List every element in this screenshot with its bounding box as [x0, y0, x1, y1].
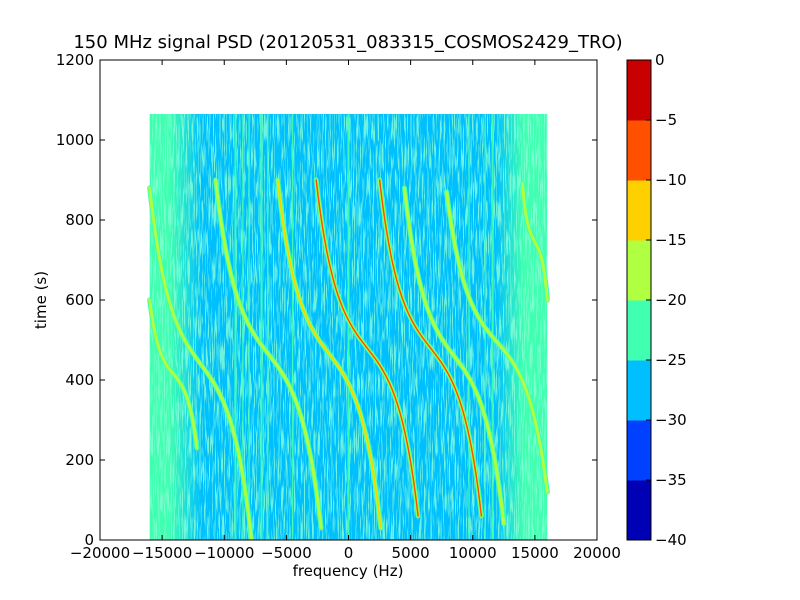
- x-tick-label: −10000: [194, 544, 254, 562]
- y-tick-label: 1000: [56, 131, 94, 149]
- y-tick-label: 800: [65, 211, 94, 229]
- colorbar-band: [627, 120, 651, 181]
- y-axis-ticks: 0 200 400 600 800 1000 1200: [56, 51, 597, 549]
- x-tick-label: −5000: [261, 544, 312, 562]
- x-tick-label: 20000: [573, 544, 621, 562]
- doppler-track: [213, 177, 324, 531]
- x-tick-label: −15000: [132, 544, 192, 562]
- colorbar-band: [627, 360, 651, 421]
- doppler-track: [313, 177, 421, 519]
- colorbar-tick-label: −40: [655, 531, 687, 549]
- x-tick-label: 15000: [511, 544, 559, 562]
- colorbar-tick-label: −5: [655, 111, 677, 129]
- x-tick: −15000: [132, 60, 192, 562]
- plot-area: [147, 114, 550, 540]
- y-tick-label: 200: [65, 451, 94, 469]
- colorbar-band: [627, 60, 651, 121]
- doppler-track: [377, 177, 484, 519]
- y-axis-label: time (s): [32, 271, 50, 329]
- colorbar-band: [627, 240, 651, 301]
- y-tick-label: 0: [84, 531, 94, 549]
- x-tick: −10000: [194, 60, 254, 562]
- y-tick: 0: [84, 531, 597, 549]
- y-tick: 200: [65, 451, 597, 469]
- doppler-track: [444, 189, 550, 495]
- doppler-track: [275, 177, 384, 531]
- colorbar: −40 −35 −30 −25 −20 −15 −10 −5 0: [626, 51, 687, 549]
- x-tick: −5000: [261, 60, 312, 562]
- x-tick: −20000: [70, 60, 130, 562]
- colorbar-band: [627, 480, 651, 541]
- colorbar-band: [627, 420, 651, 481]
- colorbar-tick-label: −25: [655, 351, 687, 369]
- x-axis-label: frequency (Hz): [293, 562, 404, 580]
- y-tick: 1000: [56, 131, 597, 149]
- x-tick: 5000: [392, 60, 430, 562]
- x-tick-label: −20000: [70, 544, 130, 562]
- colorbar-tick-label: −30: [655, 411, 687, 429]
- x-tick: 0: [344, 60, 354, 562]
- colorbar-band: [627, 180, 651, 241]
- x-tick-label: 5000: [392, 544, 430, 562]
- x-tick: 10000: [449, 60, 497, 562]
- y-tick: 400: [65, 371, 597, 389]
- doppler-track: [147, 185, 255, 540]
- doppler-track: [520, 181, 550, 303]
- colorbar-tick-label: −15: [655, 231, 687, 249]
- colorbar-tick-label: −35: [655, 471, 687, 489]
- y-tick-label: 600: [65, 291, 94, 309]
- y-tick-label: 400: [65, 371, 94, 389]
- colorbar-tick-label: −10: [655, 171, 687, 189]
- colorbar-tick-label: 0: [655, 51, 665, 69]
- doppler-track: [147, 297, 200, 451]
- colorbar-band: [627, 300, 651, 361]
- x-axis-ticks: −20000 −15000 −10000 −5000 0 5000 10000 15000 20…: [70, 60, 621, 562]
- chart-title: 150 MHz signal PSD (20120531_083315_COSM…: [73, 32, 622, 53]
- colorbar-tick-label: −20: [655, 291, 687, 309]
- vertical-interference-lines: [234, 114, 494, 540]
- x-tick-label: 10000: [449, 544, 497, 562]
- x-tick-label: 0: [344, 544, 354, 562]
- y-tick-label: 1200: [56, 51, 94, 69]
- doppler-tracks: [147, 177, 550, 540]
- doppler-track: [401, 185, 507, 527]
- y-tick: 1200: [56, 51, 597, 69]
- x-tick: 20000: [573, 60, 621, 562]
- y-tick: 800: [65, 211, 597, 229]
- y-tick: 600: [65, 291, 597, 309]
- x-tick: 15000: [511, 60, 559, 562]
